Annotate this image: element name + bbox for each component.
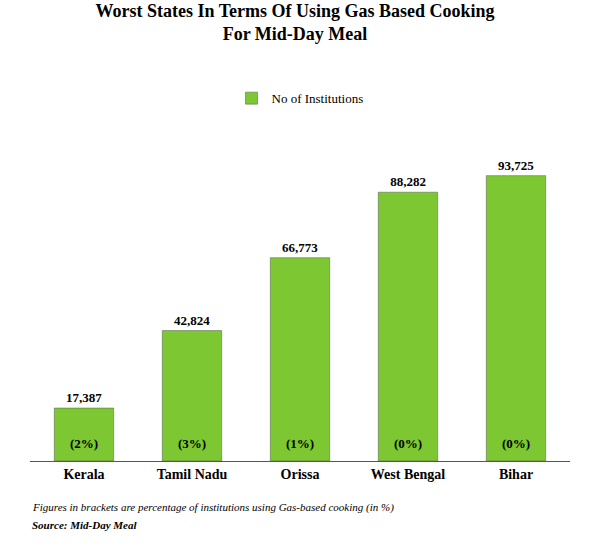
- svg-text:Orissa: Orissa: [281, 467, 320, 482]
- svg-text:Tamil Nadu: Tamil Nadu: [157, 467, 228, 482]
- svg-text:93,725: 93,725: [498, 158, 534, 173]
- svg-text:Bihar: Bihar: [499, 467, 533, 482]
- svg-text:West Bengal: West Bengal: [371, 467, 445, 482]
- svg-text:88,282: 88,282: [390, 174, 426, 189]
- svg-text:42,824: 42,824: [174, 313, 210, 328]
- svg-text:Kerala: Kerala: [63, 467, 104, 482]
- svg-text:Source: Mid-Day Meal: Source: Mid-Day Meal: [32, 519, 137, 531]
- svg-text:(3%): (3%): [178, 436, 206, 451]
- svg-text:(2%): (2%): [70, 436, 98, 451]
- svg-text:(0%): (0%): [502, 436, 530, 451]
- svg-text:No of Institutions: No of Institutions: [272, 91, 364, 106]
- svg-text:Worst States In Terms Of Using: Worst States In Terms Of Using Gas Based…: [95, 1, 494, 44]
- svg-text:66,773: 66,773: [282, 240, 318, 255]
- svg-text:(0%): (0%): [394, 436, 422, 451]
- svg-text:Figures in brackets are percen: Figures in brackets are percentage of in…: [32, 501, 394, 514]
- svg-text:17,387: 17,387: [66, 390, 102, 405]
- svg-text:(1%): (1%): [286, 436, 314, 451]
